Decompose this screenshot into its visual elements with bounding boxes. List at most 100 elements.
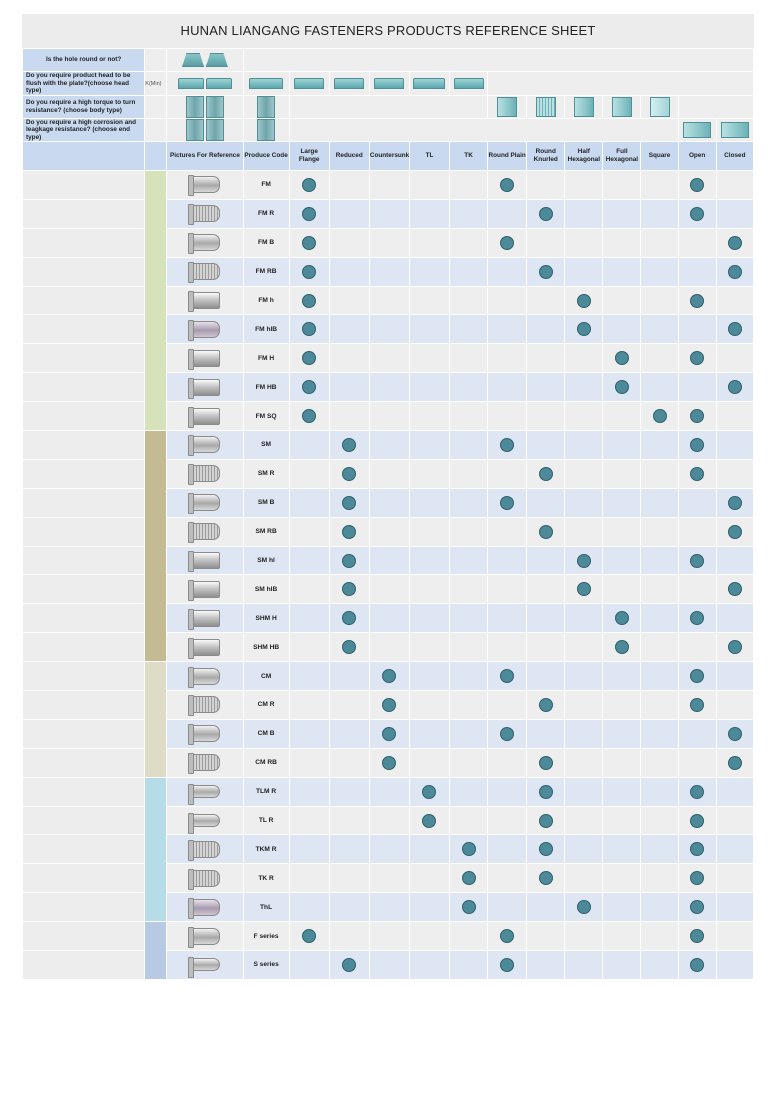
selected-dot-icon [500, 235, 515, 250]
option-cell [487, 718, 528, 749]
product-row: FM RB [21, 256, 755, 287]
option-cell [715, 690, 755, 720]
selected-dot-icon [576, 900, 591, 915]
round-hole-icon [182, 53, 205, 67]
product-row: SM hlB [21, 574, 755, 605]
reference-sheet: HUNAN LIANGANG FASTENERS PRODUCTS REFERE… [21, 14, 755, 980]
option-cell [328, 690, 370, 720]
header-closed: Closed [715, 141, 755, 171]
option-cell [715, 603, 755, 634]
header-countersunk: Countersunk [368, 141, 410, 171]
option-cell [408, 458, 451, 489]
option-cell [408, 198, 451, 229]
option-cell [677, 458, 717, 489]
selected-dot-icon [342, 640, 357, 655]
option-cell [368, 516, 410, 547]
body-type-image [640, 94, 679, 119]
header-reduced: Reduced [328, 141, 370, 171]
rivet-nut-image [187, 551, 220, 573]
option-cell [640, 747, 679, 778]
product-code: TLM R [242, 776, 290, 807]
option-cell [449, 632, 489, 663]
option-cell [288, 574, 330, 605]
option-cell [328, 198, 370, 229]
option-cell [564, 285, 604, 316]
product-row: CM B [21, 718, 755, 749]
option-cell [677, 314, 717, 345]
header-pictures: Pictures For Reference [166, 141, 244, 171]
selected-dot-icon [690, 409, 705, 424]
option-cell [677, 256, 717, 287]
option-cell [328, 661, 370, 692]
option-cell [526, 892, 566, 923]
product-code: TK R [242, 863, 290, 894]
row-blank-cell [21, 170, 146, 200]
product-code: CM RB [242, 747, 290, 778]
option-cell [487, 372, 528, 403]
option-cell [487, 574, 528, 605]
header-open: Open [677, 141, 717, 171]
row-blank-cell [21, 401, 146, 432]
selected-dot-icon [422, 813, 437, 828]
header-large-flange: Large Flange [288, 141, 330, 171]
option-cell [449, 545, 489, 576]
product-code: CM R [242, 690, 290, 720]
option-cell [408, 921, 451, 952]
option-cell [677, 690, 717, 720]
option-cell [677, 487, 717, 518]
option-cell [715, 718, 755, 749]
body-round-knurled-icon [535, 96, 556, 117]
option-cell [526, 314, 566, 345]
option-cell [526, 343, 566, 374]
option-cell [328, 285, 370, 316]
option-cell [564, 458, 604, 489]
hole-shape-images [166, 48, 244, 72]
option-cell [487, 256, 528, 287]
option-cell [288, 863, 330, 894]
option-cell [449, 863, 489, 894]
option-cell [328, 805, 370, 836]
selected-dot-icon [690, 842, 705, 857]
empty-cells [242, 48, 755, 72]
selected-dot-icon [727, 495, 742, 510]
option-cell [564, 545, 604, 576]
row-blank-cell [21, 950, 146, 980]
option-cell [640, 285, 679, 316]
option-cell [640, 834, 679, 865]
head-type-image [408, 71, 451, 96]
option-cell [715, 516, 755, 547]
option-cell [640, 892, 679, 923]
header-full-hexagonal: Full Hexagonal [602, 141, 642, 171]
option-cell [328, 458, 370, 489]
selected-dot-icon [538, 524, 553, 539]
option-cell [449, 834, 489, 865]
option-cell [449, 227, 489, 258]
row-blank-cell [21, 487, 146, 518]
option-cell [487, 430, 528, 460]
option-cell [408, 863, 451, 894]
rivet-nut-image [187, 435, 220, 457]
option-cell [487, 516, 528, 547]
option-cell [288, 921, 330, 952]
option-cell [564, 170, 604, 200]
option-cell [602, 805, 642, 836]
option-cell [564, 661, 604, 692]
option-cell [449, 372, 489, 403]
series-group-band [144, 776, 168, 923]
product-code: S series [242, 950, 290, 980]
product-code: FM SQ [242, 401, 290, 432]
option-cell [288, 950, 330, 980]
rivet-nut-image [187, 319, 220, 341]
selected-dot-icon [614, 351, 629, 366]
option-cell [677, 718, 717, 749]
option-cell [487, 776, 528, 807]
option-cell [368, 170, 410, 200]
product-picture-cell [166, 834, 244, 865]
option-cell [715, 314, 755, 345]
empty-cells [487, 71, 754, 96]
option-cell [328, 747, 370, 778]
option-cell [449, 198, 489, 229]
option-cell [602, 227, 642, 258]
product-picture-cell [166, 950, 244, 980]
option-cell [526, 863, 566, 894]
